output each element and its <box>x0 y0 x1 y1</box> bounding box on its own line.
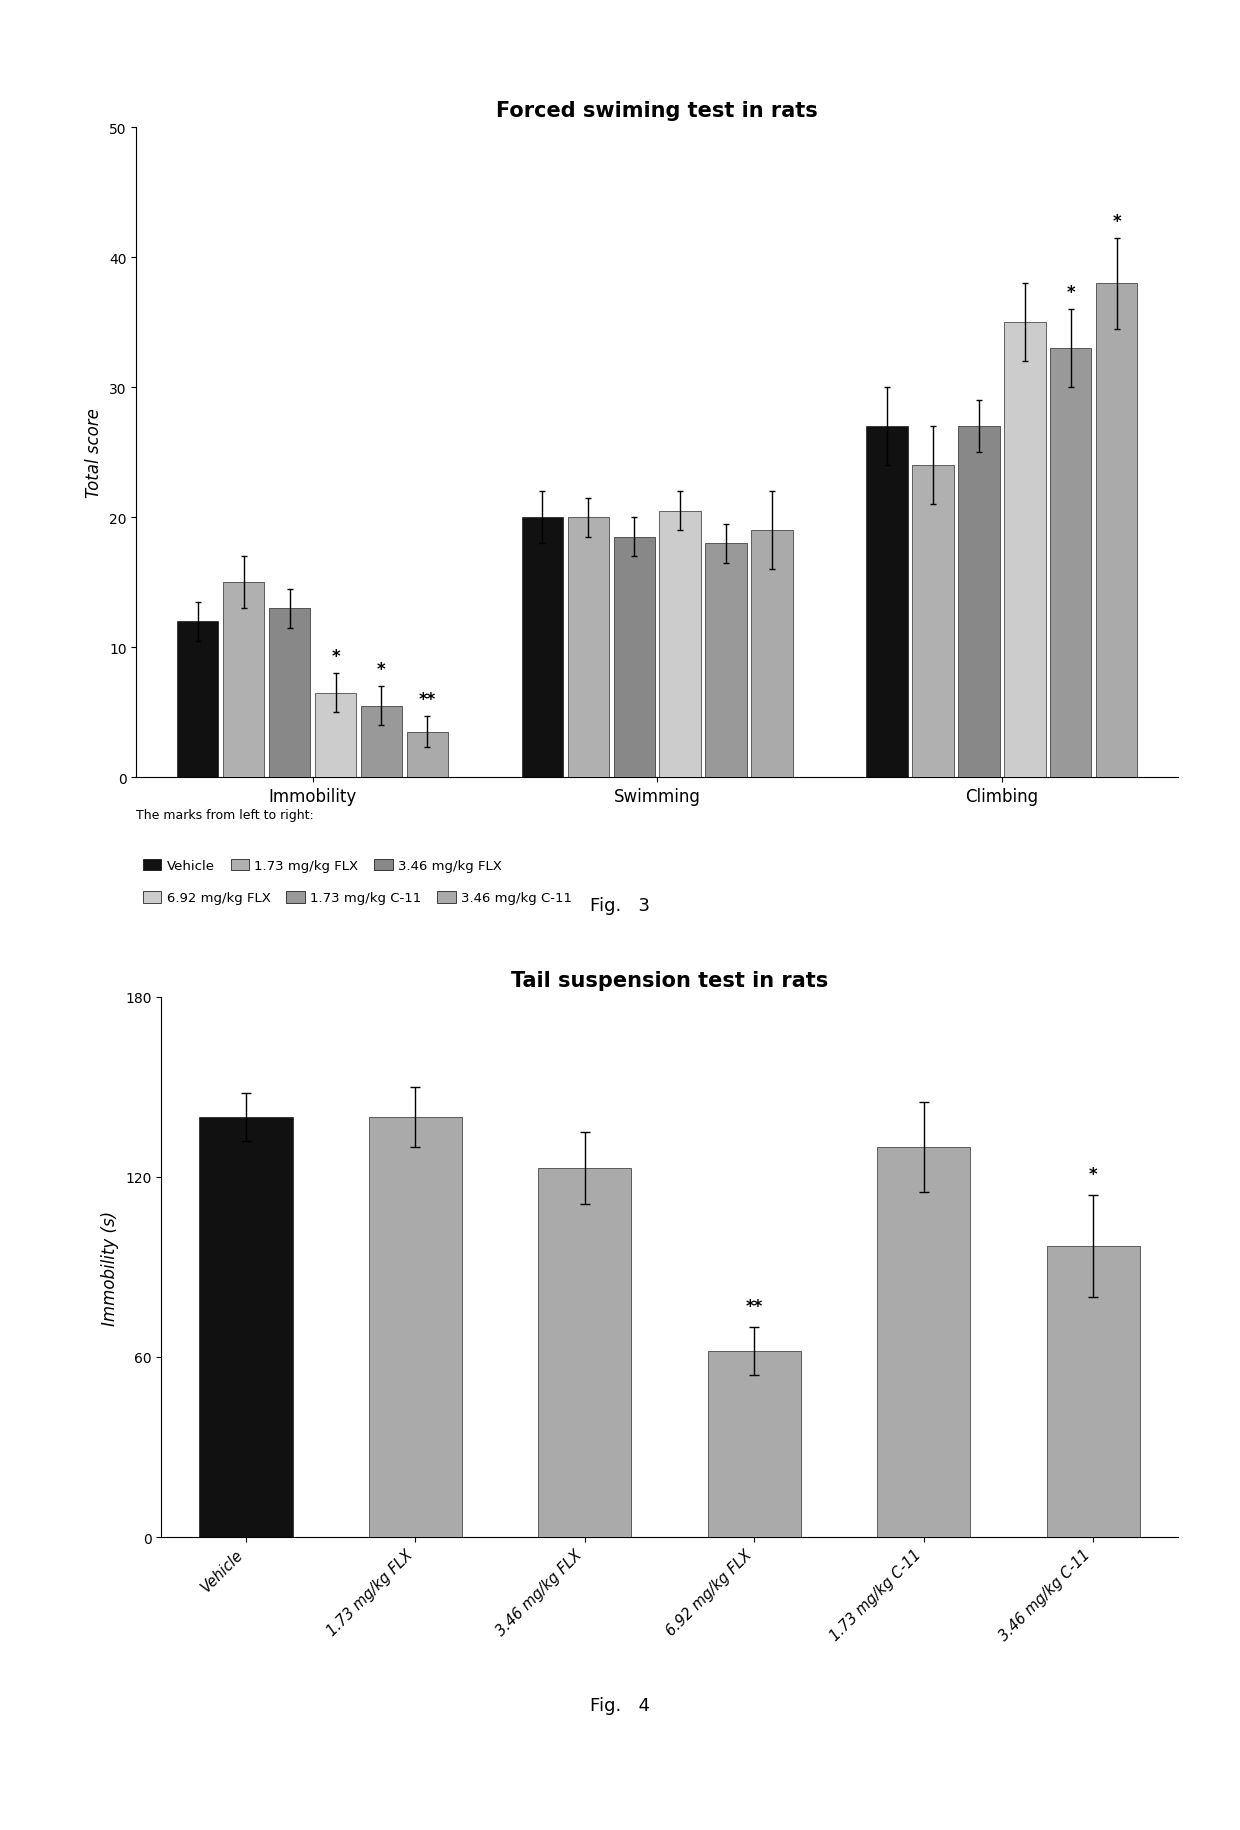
Bar <box>200 1118 293 1537</box>
Bar <box>1047 1246 1140 1537</box>
Bar <box>877 1147 971 1537</box>
Bar <box>1004 324 1045 778</box>
Bar <box>538 1168 631 1537</box>
Bar <box>959 426 999 778</box>
Text: *: * <box>377 661 386 679</box>
Bar <box>660 511 701 778</box>
Title: Forced swiming test in rats: Forced swiming test in rats <box>496 101 818 121</box>
Text: The marks from left to right:: The marks from left to right: <box>136 809 314 822</box>
Bar <box>706 544 746 778</box>
Bar <box>368 1118 463 1537</box>
Text: *: * <box>331 648 340 666</box>
Bar <box>177 622 218 778</box>
Text: *: * <box>1066 284 1075 302</box>
Text: *: * <box>1089 1166 1097 1184</box>
Bar <box>913 467 954 778</box>
Text: **: ** <box>745 1297 763 1316</box>
Bar <box>614 538 655 778</box>
Title: Tail suspension test in rats: Tail suspension test in rats <box>511 970 828 990</box>
Text: Fig.   4: Fig. 4 <box>590 1696 650 1715</box>
Bar <box>751 531 792 778</box>
Bar <box>223 584 264 778</box>
Bar <box>708 1351 801 1537</box>
Bar <box>407 732 448 778</box>
Text: *: * <box>1112 212 1121 231</box>
Y-axis label: Total score: Total score <box>86 408 103 498</box>
Text: Fig.   3: Fig. 3 <box>590 897 650 915</box>
Y-axis label: Immobility (s): Immobility (s) <box>102 1210 119 1325</box>
Bar <box>867 426 908 778</box>
Text: **: ** <box>419 692 436 708</box>
Bar <box>361 706 402 778</box>
Bar <box>522 518 563 778</box>
Bar <box>315 694 356 778</box>
Bar <box>1096 284 1137 778</box>
Bar <box>269 609 310 778</box>
Legend: 6.92 mg/kg FLX, 1.73 mg/kg C-11, 3.46 mg/kg C-11: 6.92 mg/kg FLX, 1.73 mg/kg C-11, 3.46 mg… <box>143 891 572 906</box>
Bar <box>1050 350 1091 778</box>
Bar <box>568 518 609 778</box>
